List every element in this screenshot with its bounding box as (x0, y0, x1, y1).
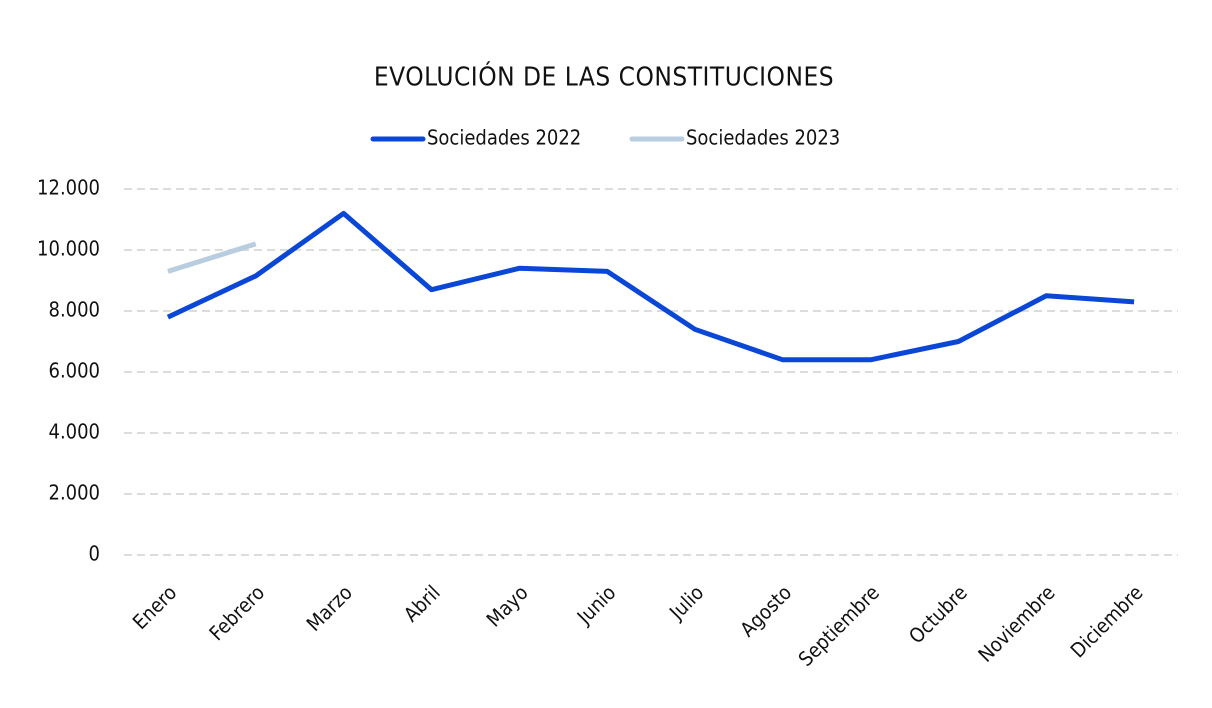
y-tick-label: 12.000 (37, 176, 100, 200)
x-tick-label: Mayo (482, 580, 533, 631)
series-line (166, 210, 1135, 363)
x-tick-label: Agosto (735, 580, 796, 641)
x-tick-label: Junio (572, 580, 621, 629)
x-tick-label: Marzo (302, 580, 357, 635)
legend-label: Sociedades 2023 (686, 126, 840, 150)
y-tick-label: 2.000 (49, 481, 101, 505)
y-tick-label: 10.000 (37, 237, 100, 261)
x-tick-label: Octubre (904, 580, 972, 648)
y-tick-label: 8.000 (49, 298, 101, 322)
series-line (167, 241, 257, 274)
legend-label: Sociedades 2022 (427, 126, 581, 150)
chart-title: EVOLUCIÓN DE LAS CONSTITUCIONES (374, 61, 834, 93)
x-tick-label: Febrero (204, 580, 269, 645)
x-tick-label: Diciembre (1066, 580, 1148, 662)
y-tick-label: 6.000 (49, 359, 101, 383)
x-tick-label: Julio (664, 580, 708, 624)
y-tick-label: 4.000 (49, 420, 101, 444)
y-tick-label: 0 (89, 542, 100, 566)
x-tick-label: Noviembre (973, 580, 1059, 666)
x-tick-label: Septiembre (793, 580, 884, 671)
x-tick-label: Enero (128, 580, 182, 634)
x-tick-label: Abril (399, 580, 445, 626)
